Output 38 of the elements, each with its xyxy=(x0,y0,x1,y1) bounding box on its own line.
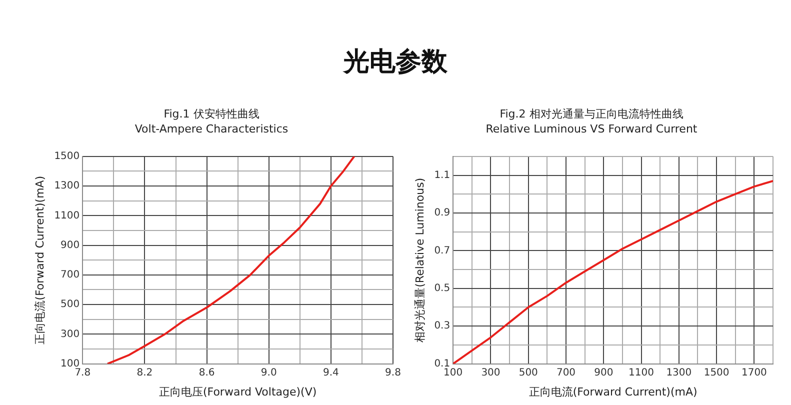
x-tick-label: 300 xyxy=(481,367,500,378)
x-tick-label: 1300 xyxy=(666,367,692,378)
y-tick-label: 500 xyxy=(60,299,80,310)
x-tick-label: 700 xyxy=(556,367,576,378)
y-tick-label: 1300 xyxy=(54,180,80,192)
chart-title: Fig.1 伏安特性曲线 xyxy=(164,107,260,120)
chart-title: Fig.2 相对光通量与正向电流特性曲线 xyxy=(500,107,684,120)
x-tick-label: 9.8 xyxy=(385,367,401,378)
y-tick-label: 100 xyxy=(60,358,80,370)
x-tick-label: 1700 xyxy=(741,367,767,378)
x-tick-label: 900 xyxy=(594,367,614,378)
y-tick-label: 0.3 xyxy=(434,320,450,332)
x-tick-label: 100 xyxy=(444,367,463,378)
y-tick-label: 0.9 xyxy=(434,208,450,219)
chart-subtitle: Volt-Ampere Characteristics xyxy=(134,122,288,136)
y-tick-label: 1100 xyxy=(54,210,80,222)
y-tick-label: 1500 xyxy=(54,150,80,162)
x-tick-label: 1100 xyxy=(628,367,654,378)
y-tick-label: 900 xyxy=(60,240,80,251)
y-tick-label: 1.1 xyxy=(434,170,450,181)
x-tick-label: 1500 xyxy=(704,367,730,378)
text: 光电参数 xyxy=(342,46,448,79)
x-axis-title: 正向电压(Forward Voltage)(V) xyxy=(158,385,317,398)
x-tick-label: 9.0 xyxy=(260,367,277,378)
x-tick-label: 9.4 xyxy=(322,367,339,378)
x-tick-label: 8.2 xyxy=(136,367,153,378)
x-tick-label: 8.6 xyxy=(198,367,215,378)
y-axis-title: 相对光通量(Relative Luminous) xyxy=(413,178,426,342)
x-tick-label: 500 xyxy=(518,367,538,378)
x-axis-title: 正向电流(Forward Current)(mA) xyxy=(528,385,698,398)
y-axis-title: 正向电流(Forward Current)(mA) xyxy=(33,176,46,344)
y-tick-label: 700 xyxy=(60,270,80,281)
y-tick-label: 300 xyxy=(60,328,80,340)
x-tick-label: 7.8 xyxy=(74,367,91,378)
y-tick-label: 0.1 xyxy=(434,358,450,370)
chart-subtitle: Relative Luminous VS Forward Current xyxy=(486,122,698,136)
y-tick-label: 0.7 xyxy=(434,245,450,256)
y-tick-label: 0.5 xyxy=(434,282,450,294)
